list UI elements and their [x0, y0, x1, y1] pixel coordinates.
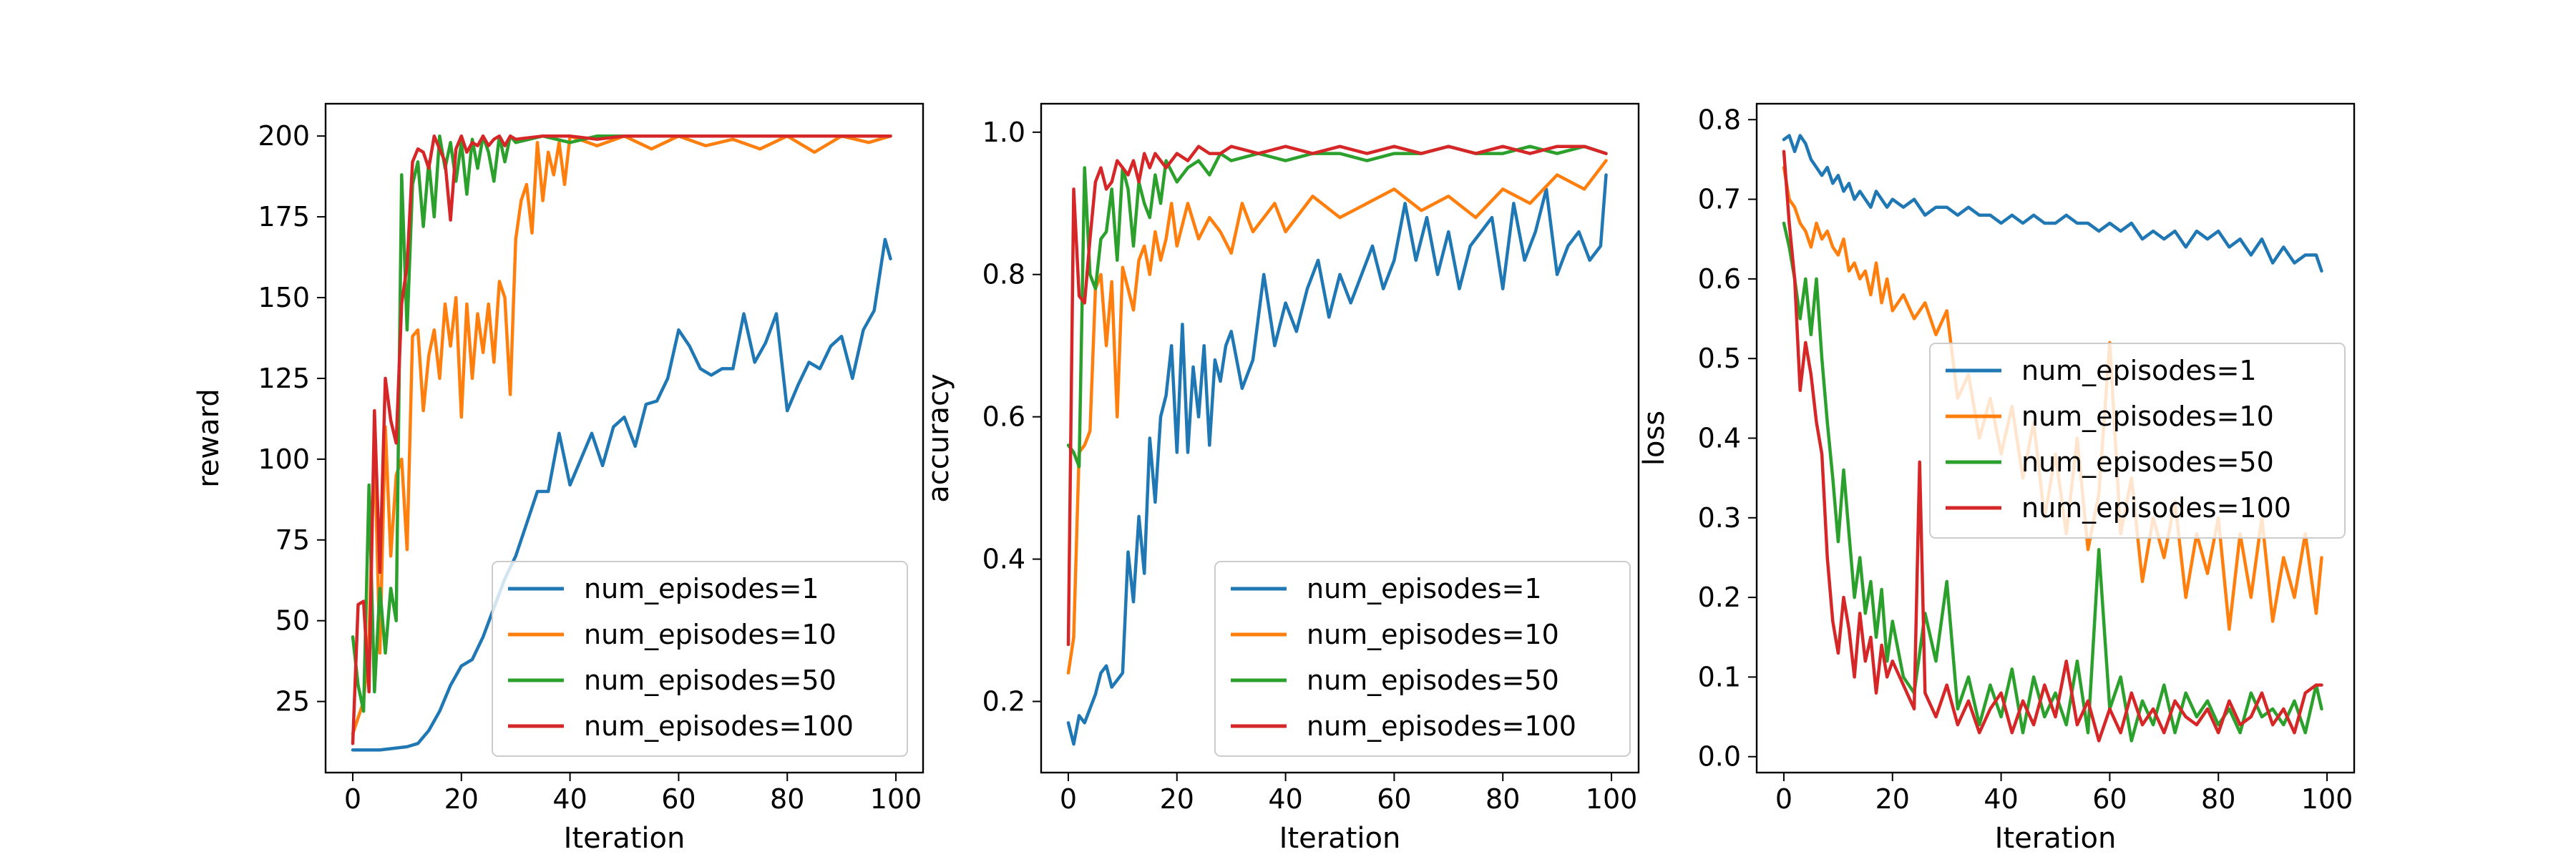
- legend-label: num_episodes=50: [1307, 665, 1559, 696]
- y-tick-label: 0.2: [1698, 582, 1741, 613]
- series-line-2: [1066, 159, 1608, 675]
- series-line-4: [1066, 145, 1608, 647]
- x-tick-label: 20: [444, 783, 479, 815]
- y-tick-label: 0.8: [982, 259, 1025, 290]
- x-axis-label: Iteration: [1279, 822, 1401, 855]
- y-tick-label: 0.0: [1698, 741, 1741, 773]
- x-tick-label: 60: [1377, 783, 1411, 815]
- series-group: [1066, 145, 1608, 746]
- x-tick-label: 80: [2201, 783, 2235, 815]
- y-tick-label: 0.7: [1698, 184, 1741, 215]
- x-tick-label: 80: [770, 783, 804, 815]
- series-line-3: [1066, 145, 1608, 469]
- series-line-1: [1782, 134, 2323, 273]
- y-axis-label: reward: [192, 388, 225, 488]
- x-tick-label: 0: [1775, 783, 1792, 815]
- y-tick-label: 0.2: [982, 686, 1025, 717]
- y-tick-label: 125: [258, 363, 310, 394]
- legend: num_episodes=1 num_episodes=10 num_episode…: [1929, 343, 2346, 539]
- x-axis-label: Iteration: [564, 822, 686, 855]
- x-tick-label: 100: [2301, 783, 2353, 815]
- legend-label: num_episodes=1: [584, 573, 819, 604]
- y-tick-label: 150: [258, 282, 310, 313]
- y-tick-label: 50: [275, 605, 310, 637]
- series-group: [351, 134, 892, 752]
- x-tick-label: 40: [1984, 783, 2018, 815]
- y-tick-label: 75: [275, 524, 310, 556]
- chart-panel-2: 0 20 40 60 80 100 0.2 0.4 0.6 0.8 1.0 Iteration accu…: [922, 102, 1640, 855]
- x-tick-label: 0: [344, 783, 361, 815]
- y-tick-label: 0.1: [1698, 661, 1741, 692]
- y-tick-label: 0.4: [1698, 423, 1741, 454]
- y-tick-label: 0.3: [1698, 502, 1741, 534]
- legend-label: num_episodes=100: [2021, 492, 2291, 524]
- legend: num_episodes=1 num_episodes=10 num_episode…: [492, 561, 908, 757]
- x-tick-label: 40: [552, 783, 587, 815]
- x-tick-label: 100: [870, 783, 922, 815]
- y-tick-label: 1.0: [982, 117, 1025, 148]
- x-tick-label: 0: [1060, 783, 1077, 815]
- x-tick-label: 100: [1586, 783, 1638, 815]
- y-tick-label: 0.6: [1698, 263, 1741, 295]
- legend-box: [492, 561, 908, 757]
- legend-label: num_episodes=50: [2021, 446, 2274, 478]
- legend-label: num_episodes=1: [1307, 573, 1542, 604]
- axes-frame: [1040, 102, 1640, 774]
- legend-label: num_episodes=1: [2021, 355, 2257, 386]
- y-tick-label: 100: [258, 444, 310, 475]
- x-axis-label: Iteration: [1995, 822, 2117, 855]
- x-tick-label: 40: [1268, 783, 1302, 815]
- y-tick-label: 0.5: [1698, 343, 1741, 374]
- legend-label: num_episodes=10: [1307, 619, 1559, 650]
- y-axis-label: loss: [1638, 411, 1671, 466]
- x-tick-label: 20: [1160, 783, 1194, 815]
- legend-label: num_episodes=100: [584, 710, 854, 742]
- x-tick-label: 80: [1485, 783, 1520, 815]
- y-tick-label: 175: [258, 201, 310, 232]
- legend-label: num_episodes=100: [1307, 710, 1576, 742]
- series-line-3: [1782, 221, 2323, 743]
- series-line-1: [351, 237, 892, 752]
- y-tick-label: 0.6: [982, 401, 1025, 433]
- series-line-1: [1066, 173, 1608, 746]
- chart-panel-1: 0 20 40 60 80 100 25 50 75 100 125 150 175 200 Iterati…: [192, 102, 924, 855]
- x-tick-label: 60: [661, 783, 696, 815]
- series-line-2: [351, 134, 892, 736]
- x-tick-label: 60: [2092, 783, 2127, 815]
- axes-frame: [324, 102, 924, 774]
- chart-panel-3: 0 20 40 60 80 100 0.0 0.1 0.2 0.3 0.4 0.5 0.6 0.7 0.8 I…: [1638, 102, 2356, 855]
- legend-box: [1214, 561, 1631, 757]
- legend: num_episodes=1 num_episodes=10 num_episode…: [1214, 561, 1631, 757]
- series-line-4: [1782, 150, 2323, 743]
- legend-box: [1929, 343, 2346, 539]
- y-tick-label: 0.8: [1698, 104, 1741, 135]
- legend-label: num_episodes=50: [584, 665, 836, 696]
- y-tick-label: 0.4: [982, 544, 1025, 575]
- y-tick-label: 25: [275, 686, 310, 717]
- y-axis-label: accuracy: [922, 373, 955, 502]
- legend-label: num_episodes=10: [2021, 401, 2274, 432]
- x-tick-label: 20: [1875, 783, 1910, 815]
- y-tick-label: 200: [258, 120, 310, 152]
- legend-label: num_episodes=10: [584, 619, 836, 650]
- series-line-4: [351, 134, 892, 745]
